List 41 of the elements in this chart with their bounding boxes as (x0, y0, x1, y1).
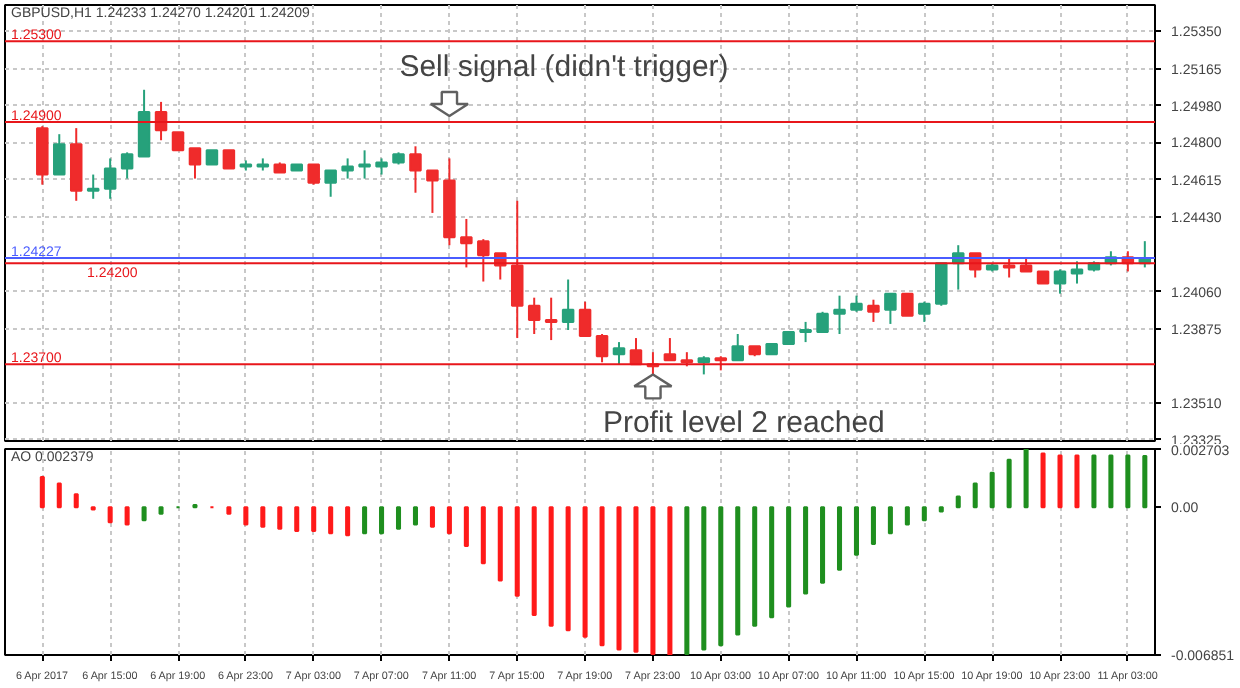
candlestick (36, 125, 49, 186)
candlestick (171, 131, 185, 152)
annotation: Profit level 2 reached (602, 406, 885, 441)
candlestick (137, 88, 151, 158)
candlestick (1053, 268, 1067, 295)
candlestick (867, 298, 880, 323)
candlestick (86, 173, 100, 200)
candlestick (324, 169, 337, 198)
candlestick (477, 238, 490, 283)
candlestick (426, 169, 439, 214)
candlestick (816, 310, 829, 333)
candlestick (884, 292, 897, 325)
candlestick (53, 133, 66, 176)
candlestick (799, 320, 812, 344)
candlestick (460, 217, 473, 269)
candlestick (1002, 256, 1016, 279)
candlestick (120, 151, 134, 180)
candlestick (188, 147, 202, 180)
candlestick (935, 262, 948, 307)
candlestick (578, 300, 592, 338)
candlestick (901, 292, 914, 317)
candlestick (731, 333, 744, 362)
candlestick (103, 157, 117, 200)
candlestick (833, 294, 846, 336)
annotation: Sell signal (didn't trigger) (399, 50, 729, 85)
candlestick (341, 157, 354, 180)
candlestick (612, 341, 626, 366)
candlestick (544, 296, 558, 342)
candlestick (307, 163, 320, 186)
candlestick (409, 145, 422, 194)
candlestick (510, 199, 524, 340)
candlestick (697, 355, 711, 376)
candlestick (918, 300, 931, 323)
candlestick (527, 296, 541, 336)
candlestick (358, 149, 371, 180)
candlestick (663, 337, 677, 362)
candlestick (1070, 260, 1084, 285)
candlestick (222, 149, 236, 170)
candlestick (595, 333, 609, 364)
candlestick (69, 127, 83, 202)
candlestick (561, 278, 575, 331)
